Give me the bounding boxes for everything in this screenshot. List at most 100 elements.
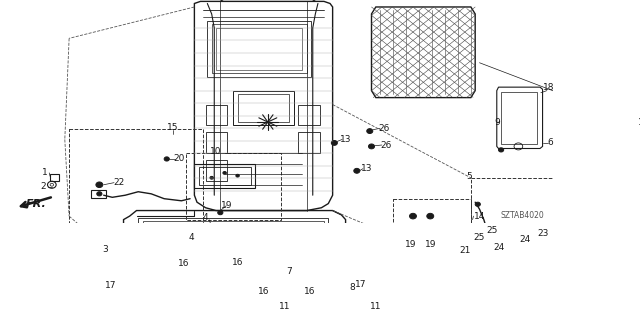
Circle shape <box>410 213 417 219</box>
Text: 11: 11 <box>370 302 381 311</box>
Circle shape <box>210 176 213 179</box>
Text: 7: 7 <box>287 268 292 276</box>
Circle shape <box>499 252 504 257</box>
Text: 16: 16 <box>258 287 269 296</box>
Text: 25: 25 <box>487 226 498 235</box>
Text: 8: 8 <box>349 284 355 292</box>
Circle shape <box>188 268 193 273</box>
Bar <box>198 167 250 185</box>
Circle shape <box>149 271 154 274</box>
Circle shape <box>369 144 374 149</box>
Circle shape <box>516 258 521 262</box>
Circle shape <box>507 256 513 260</box>
Text: 16: 16 <box>232 258 243 267</box>
Text: 2: 2 <box>40 182 46 191</box>
Bar <box>69 129 203 223</box>
Bar <box>255 282 346 288</box>
Text: 23: 23 <box>537 229 548 238</box>
Text: 17: 17 <box>355 280 367 289</box>
Circle shape <box>346 282 351 286</box>
Circle shape <box>125 284 131 288</box>
Text: 22: 22 <box>114 178 125 187</box>
Circle shape <box>223 172 227 174</box>
Circle shape <box>475 202 481 206</box>
Text: 20: 20 <box>173 155 184 164</box>
Text: 5: 5 <box>467 172 472 181</box>
Circle shape <box>334 287 340 292</box>
Bar <box>233 91 294 125</box>
Text: 3: 3 <box>102 245 108 254</box>
Text: SZTAB4020: SZTAB4020 <box>500 211 544 220</box>
Circle shape <box>330 276 335 279</box>
Circle shape <box>218 271 223 274</box>
Bar <box>501 92 538 144</box>
Text: 11: 11 <box>279 302 291 311</box>
Circle shape <box>218 211 223 215</box>
Text: 9: 9 <box>494 117 500 126</box>
Circle shape <box>235 266 240 270</box>
Circle shape <box>97 192 102 196</box>
Circle shape <box>236 174 239 177</box>
Text: 13: 13 <box>340 135 351 144</box>
Circle shape <box>300 276 305 279</box>
Bar <box>50 174 59 181</box>
Circle shape <box>476 247 483 252</box>
Circle shape <box>499 148 504 152</box>
Text: 16: 16 <box>303 287 315 296</box>
Circle shape <box>367 129 373 133</box>
Circle shape <box>354 168 360 173</box>
Text: 19: 19 <box>404 239 416 249</box>
Text: 13: 13 <box>362 164 373 173</box>
Bar <box>195 164 255 188</box>
Circle shape <box>96 182 103 188</box>
Bar <box>298 105 319 125</box>
Text: 26: 26 <box>381 140 392 149</box>
Text: 17: 17 <box>105 281 116 290</box>
Circle shape <box>266 276 270 279</box>
Text: 4: 4 <box>203 213 209 222</box>
Circle shape <box>362 289 367 293</box>
Circle shape <box>265 280 271 284</box>
Text: 4: 4 <box>189 233 195 242</box>
Text: 25: 25 <box>474 233 485 242</box>
Circle shape <box>492 231 497 235</box>
Bar <box>205 105 227 125</box>
Text: FR.: FR. <box>26 199 47 209</box>
Circle shape <box>304 280 309 284</box>
Text: 1: 1 <box>42 168 48 177</box>
Text: 21: 21 <box>459 246 470 255</box>
Bar <box>205 132 227 153</box>
Text: 14: 14 <box>474 212 485 220</box>
Bar <box>298 132 319 153</box>
Circle shape <box>483 238 488 242</box>
Text: 19: 19 <box>221 201 232 210</box>
Circle shape <box>184 271 188 274</box>
Text: 24: 24 <box>493 243 505 252</box>
Bar <box>205 160 227 181</box>
Text: 6: 6 <box>547 139 553 148</box>
Text: 12: 12 <box>638 117 640 126</box>
Circle shape <box>410 226 417 231</box>
Bar <box>138 277 242 283</box>
Text: 26: 26 <box>379 124 390 133</box>
Circle shape <box>293 292 298 296</box>
Circle shape <box>427 213 434 219</box>
Text: 16: 16 <box>179 259 190 268</box>
Circle shape <box>427 226 434 231</box>
Text: 15: 15 <box>167 123 179 132</box>
Circle shape <box>332 140 337 145</box>
Text: 18: 18 <box>543 83 554 92</box>
Text: 10: 10 <box>211 148 221 156</box>
Bar <box>393 199 471 251</box>
Bar <box>91 190 106 198</box>
Text: 24: 24 <box>520 235 531 244</box>
Bar <box>143 221 324 257</box>
Circle shape <box>524 256 530 260</box>
Bar <box>471 178 588 268</box>
Bar <box>237 94 289 122</box>
Circle shape <box>164 157 170 161</box>
Bar <box>138 218 328 261</box>
Bar <box>212 24 307 73</box>
Text: 19: 19 <box>424 239 436 249</box>
Bar <box>186 153 281 220</box>
